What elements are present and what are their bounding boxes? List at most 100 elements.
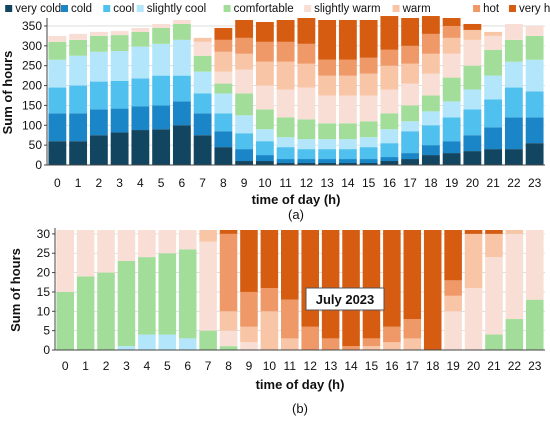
bar-segment-cool-12 — [297, 149, 316, 160]
bar-segment-comfortable-6 — [172, 23, 191, 40]
x-tick-label: 9 — [241, 176, 248, 190]
y-tick-label: 350 — [22, 19, 42, 33]
bar-segment-comfortable-4 — [138, 257, 156, 335]
bar-segment-warm-9 — [235, 53, 254, 70]
x-tick-label: 23 — [528, 359, 542, 373]
bar-segment-warm-11 — [281, 338, 299, 350]
bar-segment-warm-22 — [505, 230, 524, 234]
bar-segment-comfortable-1 — [76, 276, 95, 350]
legend-swatch-warm — [392, 5, 400, 12]
legend-swatch-slightly-warm — [304, 5, 312, 12]
x-tick-label: 15 — [362, 176, 376, 190]
bar-segment-slightly-warm-21 — [484, 35, 503, 50]
bar-segment-cold-13 — [318, 159, 337, 164]
bar-segment-hot-10 — [255, 41, 274, 62]
bar-segment-comfortable-18 — [421, 95, 440, 112]
bar-segment-warm-15 — [359, 73, 378, 96]
bar-segment-hot-12 — [301, 326, 319, 350]
bar-segment-warm-20 — [464, 233, 483, 289]
bar-segment-warm-19 — [444, 295, 462, 312]
x-tick-label: 18 — [426, 359, 440, 373]
bar-segment-slightly-cool-1 — [69, 55, 88, 86]
x-tick-label: 4 — [137, 176, 144, 190]
x-tick-label: 19 — [445, 176, 459, 190]
legend-swatch-very-hot — [508, 5, 516, 12]
bar-segment-hot-14 — [338, 59, 357, 76]
bar-segment-very-cold-10 — [255, 161, 274, 165]
bar-segment-slightly-warm-22 — [505, 233, 524, 320]
bar-segment-very-cold-9 — [235, 161, 254, 165]
legend-label-warm: warm — [402, 3, 431, 15]
bar-segment-hot-9 — [235, 37, 254, 54]
bar-segment-slightly-cool-9 — [235, 115, 254, 134]
bar-segment-cool-8 — [214, 113, 233, 132]
bar-segment-very-hot-17 — [401, 18, 420, 46]
x-tick-label: 2 — [103, 359, 110, 373]
bar-segment-comfortable-9 — [235, 93, 254, 116]
bar-segment-warm-12 — [297, 63, 316, 88]
bar-segment-slightly-warm-8 — [214, 71, 233, 84]
bar-segment-slightly-warm-11 — [276, 89, 295, 118]
bar-segment-comfortable-12 — [297, 119, 316, 140]
y-tick-label: 200 — [22, 79, 42, 93]
bar-segment-cool-20 — [463, 109, 482, 136]
bar-segment-slightly-cool-10 — [255, 129, 274, 142]
bar-segment-slightly-warm-5 — [152, 23, 171, 28]
bar-segment-slightly-warm-9 — [240, 342, 258, 350]
bar-segment-very-cold-3 — [110, 132, 129, 165]
bar-segment-very-cold-2 — [89, 135, 108, 165]
bar-segment-warm-17 — [403, 338, 422, 350]
bar-segment-cold-6 — [172, 101, 191, 126]
bar-segment-cold-12 — [297, 159, 316, 164]
bar-segment-comfortable-21 — [484, 49, 503, 76]
bar-segment-cool-6 — [172, 75, 191, 102]
x-tick-label: 5 — [164, 359, 171, 373]
bar-segment-slightly-warm-19 — [444, 311, 462, 350]
bar-segment-warm-14 — [338, 75, 357, 96]
bar-segment-comfortable-0 — [48, 41, 67, 60]
bar-segment-slightly-warm-23 — [526, 230, 544, 300]
bar-segment-slightly-cool-3 — [117, 346, 136, 350]
bar-segment-slightly-cool-13 — [318, 139, 337, 150]
bar-segment-slightly-warm-3 — [110, 31, 129, 36]
bar-segment-comfortable-7 — [199, 330, 217, 350]
bar-segment-very-cold-16 — [380, 161, 399, 165]
bar-segment-cool-7 — [193, 93, 212, 114]
bar-segment-slightly-warm-2 — [89, 31, 108, 36]
bar-segment-hot-13 — [321, 338, 340, 350]
x-tick-label: 4 — [144, 359, 151, 373]
bar-segment-slightly-cool-6 — [172, 39, 191, 76]
bar-segment-slightly-cool-0 — [48, 59, 67, 88]
bar-segment-comfortable-1 — [69, 39, 88, 56]
bar-segment-cold-14 — [338, 159, 357, 164]
bar-segment-very-cold-14 — [338, 163, 357, 165]
bar-segment-slightly-cool-21 — [484, 75, 503, 100]
bar-segment-cold-4 — [131, 106, 150, 131]
bar-segment-cold-2 — [89, 109, 108, 136]
bar-segment-cold-18 — [421, 145, 440, 156]
y-tick-label: 250 — [22, 59, 42, 73]
x-tick-label: 14 — [341, 176, 355, 190]
bar-segment-very-hot-8 — [219, 230, 238, 234]
bar-segment-cold-8 — [214, 131, 233, 148]
y-tick-label: 0 — [35, 158, 42, 172]
bar-segment-hot-11 — [281, 299, 299, 339]
bar-segment-comfortable-6 — [178, 249, 197, 339]
bar-segment-very-hot-15 — [359, 20, 378, 58]
bar-segment-very-hot-10 — [255, 21, 274, 42]
bar-segment-slightly-warm-16 — [380, 89, 399, 114]
bar-segment-comfortable-5 — [158, 253, 177, 335]
bar-segment-slightly-cool-4 — [138, 334, 156, 350]
bar-segment-very-cold-0 — [48, 141, 67, 165]
bar-segment-hot-12 — [297, 43, 316, 64]
x-tick-label: 17 — [406, 359, 420, 373]
bar-segment-cool-10 — [255, 141, 274, 156]
bar-segment-warm-16 — [380, 65, 399, 90]
x-tick-label: 3 — [123, 359, 130, 373]
x-tick-label: 22 — [508, 359, 522, 373]
bar-segment-slightly-cool-8 — [214, 93, 233, 114]
bar-segment-slightly-warm-19 — [442, 53, 461, 78]
x-tick-label: 12 — [300, 176, 314, 190]
